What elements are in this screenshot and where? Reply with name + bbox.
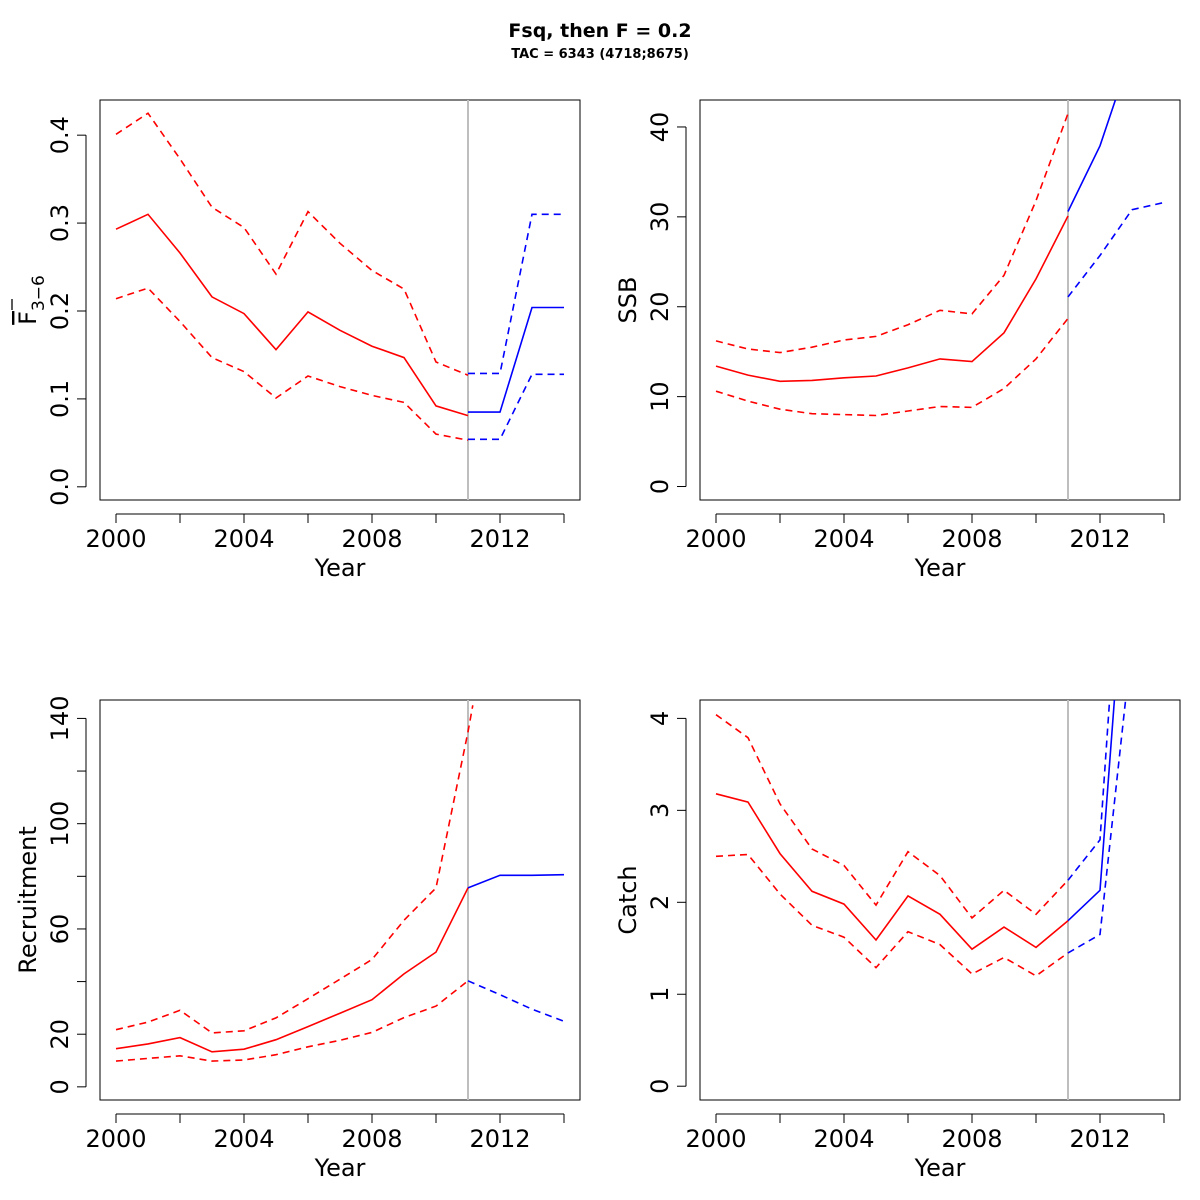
panel-fbar: 2000 2004 2008 2012 0.0 0.1 0.2 0.3 0.4 Year F3−6	[11, 99, 581, 582]
panel-ssb: 2000 2004 2008 2012 0 10 20 30 40 Year SSB	[614, 99, 1181, 582]
plot-frame	[99, 699, 581, 1101]
y-tick-label: 60	[46, 914, 74, 945]
y-tick-label: 140	[46, 696, 74, 742]
historic-interval-line	[115, 980, 469, 1062]
y-tick-label: 20	[646, 291, 674, 322]
series-group	[115, 700, 565, 1100]
forecast-interval-line	[467, 980, 565, 1023]
x-axis-title: Year	[914, 554, 966, 582]
y-tick-label: 40	[646, 112, 674, 143]
x-tick-label: 2012	[1069, 1125, 1130, 1153]
x-tick-label: 2008	[341, 1125, 402, 1153]
y-axis-title: Recruitment	[14, 826, 42, 973]
x-tick-label: 2012	[1069, 525, 1130, 553]
x-tick-label: 2012	[469, 1125, 530, 1153]
y-tick-label: 2	[646, 895, 674, 910]
panel-recruitment: 2000 2004 2008 2012 0 20 60 100 140 Year Recruitme…	[14, 696, 581, 1182]
y-axis-title: SSB	[614, 277, 642, 324]
x-tick-label: 2000	[85, 1125, 146, 1153]
y-tick-label: 0.4	[46, 116, 74, 154]
y-tick-label: 0.3	[46, 204, 74, 242]
forecast-interval-line	[468, 213, 564, 375]
plot-frame	[699, 99, 1181, 501]
historic-interval-line	[715, 853, 1069, 977]
y-tick-label: 0	[646, 1079, 674, 1094]
forecast-interval-line	[1067, 700, 1111, 881]
x-tick-label: 2004	[813, 1125, 874, 1153]
historic-estimate-line	[115, 887, 469, 1053]
forecast-estimate-line	[468, 306, 564, 413]
plot-frame	[699, 699, 1181, 1101]
historic-interval-line	[115, 112, 469, 376]
y-tick-label: 100	[46, 801, 74, 847]
y-axis-title: Catch	[614, 865, 642, 934]
x-tick-label: 2008	[341, 525, 402, 553]
forecast-interval-line	[468, 373, 564, 441]
series-group	[115, 100, 564, 500]
y-tick-label: 0.2	[46, 292, 74, 330]
historic-interval-line	[115, 705, 474, 1034]
y-tick-label: 0.0	[46, 468, 74, 506]
plot-frame	[99, 99, 581, 501]
x-axis-title: Year	[314, 554, 366, 582]
chart-title: Fsq, then F = 0.2	[508, 20, 692, 42]
y-tick-label: 0	[46, 1079, 74, 1094]
x-tick-label: 2000	[85, 525, 146, 553]
y-tick-label: 20	[46, 1019, 74, 1050]
y-tick-label: 10	[646, 381, 674, 412]
y-tick-label: 30	[646, 202, 674, 233]
y-axis-title: F3−6	[14, 275, 49, 325]
x-tick-label: 2008	[941, 525, 1002, 553]
historic-estimate-line	[715, 793, 1069, 951]
x-tick-label: 2004	[213, 1125, 274, 1153]
y-tick-label: 0.1	[46, 380, 74, 418]
series-group	[715, 100, 1165, 500]
series-group	[715, 700, 1127, 1100]
chart-subtitle: TAC = 6343 (4718;8675)	[511, 47, 689, 62]
x-tick-label: 2000	[685, 525, 746, 553]
forecast-interval-line	[1067, 700, 1127, 954]
y-tick-label: 1	[646, 987, 674, 1002]
x-tick-label: 2012	[469, 525, 530, 553]
forecast-interval-line	[1067, 201, 1165, 298]
forecast-estimate-line	[1067, 100, 1117, 212]
y-axis-title-subscript: 3−6	[29, 275, 49, 311]
forecast-estimate-line	[1067, 700, 1116, 922]
historic-interval-line	[115, 287, 469, 441]
y-tick-label: 4	[646, 711, 674, 726]
x-tick-label: 2004	[813, 525, 874, 553]
x-tick-label: 2000	[685, 1125, 746, 1153]
x-axis-title: Year	[914, 1154, 966, 1182]
x-tick-label: 2004	[213, 525, 274, 553]
historic-interval-line	[715, 113, 1069, 354]
y-tick-label: 3	[646, 803, 674, 818]
y-tick-label: 0	[646, 479, 674, 494]
historic-estimate-line	[715, 215, 1069, 383]
forecast-estimate-line	[467, 873, 565, 889]
x-axis-title: Year	[314, 1154, 366, 1182]
historic-interval-line	[715, 317, 1069, 417]
y-axis-title-main: F	[14, 311, 42, 325]
historic-interval-line	[715, 714, 1069, 920]
x-tick-label: 2008	[941, 1125, 1002, 1153]
historic-estimate-line	[115, 213, 469, 417]
